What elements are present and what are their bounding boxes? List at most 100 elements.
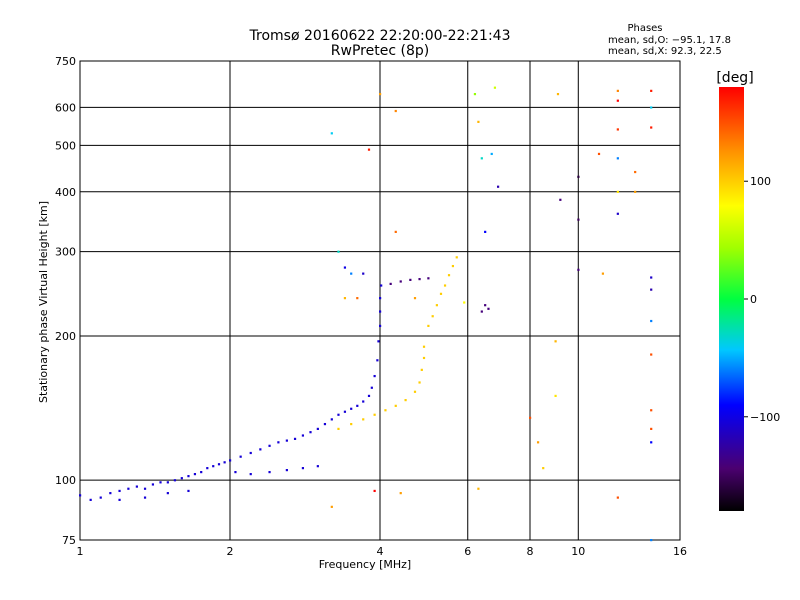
data-point (343, 266, 347, 269)
data-point (249, 473, 252, 476)
colorbar-tick-label: 100 (750, 175, 771, 188)
data-point (118, 498, 121, 501)
data-point (447, 274, 451, 277)
data-point (650, 106, 653, 109)
data-point (330, 418, 333, 421)
data-point (379, 297, 382, 300)
y-tick-label: 600 (55, 101, 76, 114)
data-point (443, 284, 447, 287)
data-point (650, 276, 653, 279)
data-point (379, 92, 382, 96)
data-point (413, 390, 417, 393)
data-point (616, 157, 619, 160)
data-point (166, 481, 169, 484)
data-point (316, 427, 319, 431)
data-point (370, 386, 373, 389)
x-tick-label: 10 (571, 545, 585, 558)
data-point (151, 483, 155, 486)
y-tick-label: 300 (55, 246, 76, 259)
data-point (337, 427, 340, 431)
data-point (616, 190, 619, 193)
data-point (399, 280, 402, 283)
data-points (79, 86, 653, 542)
colorbar-tick-label: 0 (750, 293, 757, 306)
data-point (616, 496, 619, 499)
data-point (420, 368, 423, 371)
y-tick-label: 750 (55, 55, 76, 68)
data-point (577, 268, 580, 271)
data-point (484, 304, 487, 307)
data-point (427, 277, 430, 280)
data-point (394, 404, 397, 407)
data-point (650, 409, 653, 412)
colorbar-ticks: 100 0 −100 (744, 175, 780, 424)
data-point (239, 455, 242, 458)
data-point (330, 505, 333, 508)
data-point (451, 264, 455, 268)
data-point (277, 441, 280, 444)
data-point (473, 92, 477, 96)
data-point (484, 230, 487, 233)
x-axis-label: Frequency [MHz] (319, 558, 411, 571)
data-point (330, 132, 333, 135)
data-point (301, 434, 305, 437)
data-point (143, 496, 147, 499)
data-point (377, 340, 380, 343)
data-point (337, 250, 340, 253)
data-point (166, 492, 169, 495)
data-point (159, 481, 162, 484)
data-point (193, 473, 197, 476)
data-point (616, 99, 619, 102)
data-point (356, 297, 359, 300)
data-point (616, 212, 619, 215)
data-point (143, 487, 147, 490)
data-point (259, 448, 262, 451)
data-point (350, 422, 353, 426)
data-point (480, 157, 483, 160)
x-tick-label: 6 (464, 545, 471, 558)
x-tick-label: 1 (77, 545, 84, 558)
data-point (350, 272, 353, 275)
data-point (529, 416, 532, 419)
data-point (409, 278, 412, 281)
data-point (212, 465, 215, 468)
legend-title: Phases (627, 23, 662, 34)
data-point (293, 437, 297, 440)
data-point (109, 492, 112, 495)
data-point (79, 494, 82, 497)
data-point (309, 431, 312, 434)
data-point (493, 86, 497, 89)
data-point (597, 152, 601, 156)
data-point (217, 463, 221, 466)
data-point (601, 272, 605, 275)
colorbar-label: [deg] (716, 70, 753, 86)
data-point (577, 218, 580, 221)
data-point (650, 427, 653, 431)
data-point (135, 485, 138, 488)
data-point (343, 297, 347, 300)
data-point (316, 465, 319, 468)
data-point (577, 175, 580, 178)
colorbar-tick-label: −100 (750, 411, 780, 424)
data-point (634, 190, 637, 193)
data-point (234, 470, 237, 474)
data-point (536, 441, 540, 444)
data-point (99, 496, 102, 499)
chart-subtitle: RwPretec (8p) (331, 43, 429, 59)
data-point (187, 475, 190, 478)
y-tick-label: 100 (55, 474, 76, 487)
data-point (373, 374, 376, 378)
data-point (367, 148, 371, 151)
data-point (379, 324, 382, 328)
data-point (285, 439, 288, 442)
data-point (362, 418, 365, 421)
data-point (650, 89, 653, 92)
data-point (616, 89, 619, 92)
data-point (439, 292, 443, 295)
data-point (229, 459, 232, 462)
data-point (650, 441, 653, 444)
x-tick-label: 8 (527, 545, 534, 558)
data-point (413, 297, 417, 300)
data-point (463, 301, 466, 304)
data-point (650, 319, 653, 323)
